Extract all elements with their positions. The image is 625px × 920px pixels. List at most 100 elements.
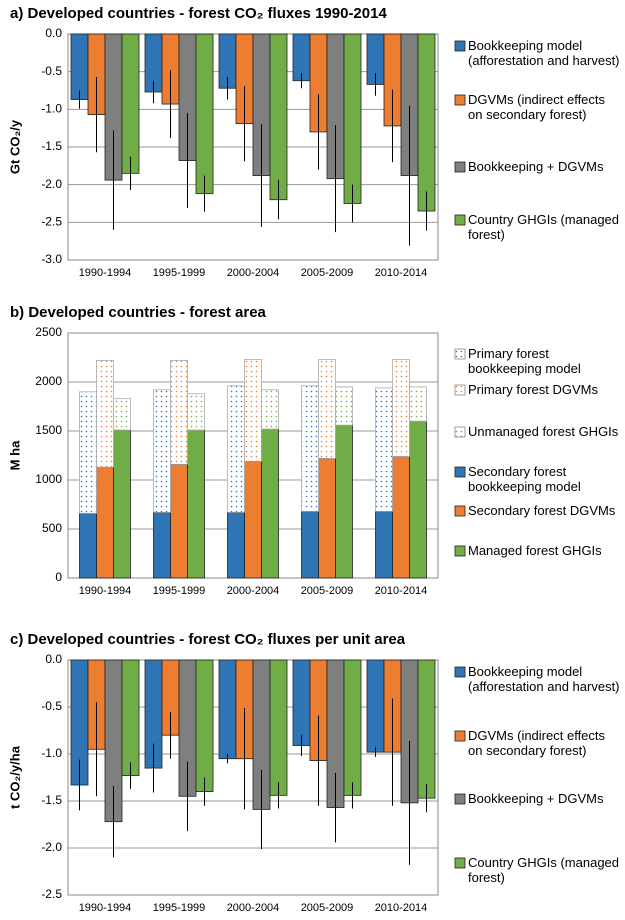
bar [318, 359, 336, 459]
chart-title: c) Developed countries - forest CO₂ flux… [10, 631, 406, 648]
x-tick-label: 1995-1999 [153, 267, 206, 279]
y-tick-label: 500 [42, 521, 62, 535]
bar [261, 428, 279, 579]
legend-label: Bookkeeping model (afforestation and har… [468, 664, 620, 694]
bar [335, 386, 353, 426]
bar [343, 659, 362, 796]
bar [187, 429, 205, 579]
legend-label: DGVMs (indirect effects on secondary for… [468, 728, 606, 758]
y-tick-label: -1.5 [41, 139, 62, 153]
x-tick-label: 1990-1994 [79, 585, 132, 597]
x-tick-label: 2000-2004 [227, 585, 280, 597]
bar [170, 463, 188, 579]
y-tick-label: 1500 [35, 423, 62, 437]
legend-entry: Secondary forest bookkeeping model [468, 464, 581, 494]
bar [227, 511, 245, 579]
legend-swatch [454, 214, 466, 226]
y-tick-label: -0.5 [41, 64, 62, 78]
bar [170, 360, 188, 465]
x-tick-label: 2005-2009 [301, 267, 354, 279]
bar [218, 659, 237, 760]
bar [269, 659, 288, 796]
bar [375, 510, 393, 579]
bar [417, 33, 436, 212]
bar [244, 460, 262, 579]
bar [375, 387, 393, 512]
x-tick-label: 2000-2004 [227, 902, 280, 914]
legend-swatch [454, 384, 466, 396]
y-tick-label: 2500 [35, 325, 62, 339]
legend-swatch [454, 466, 466, 478]
legend-label: Bookkeeping model (afforestation and har… [468, 38, 620, 68]
legend-swatch [454, 161, 466, 173]
x-tick-label: 1995-1999 [153, 902, 206, 914]
y-axis-label: t CO₂/y/ha [7, 745, 22, 809]
y-tick-label: 2000 [35, 374, 62, 388]
y-tick-label: -1.0 [41, 102, 62, 116]
bar [343, 33, 362, 204]
bar [301, 385, 319, 512]
bar [96, 466, 114, 579]
legend-swatch [454, 793, 466, 805]
legend-label: Primary forest bookkeeping model [468, 346, 581, 376]
legend-label: Primary forest DGVMs [468, 382, 599, 397]
bar [318, 458, 336, 579]
x-tick-label: 2000-2004 [227, 267, 280, 279]
y-tick-label: -0.5 [41, 699, 62, 713]
x-tick-label: 2010-2014 [375, 267, 428, 279]
bar [79, 391, 97, 514]
bar [244, 359, 262, 462]
legend-entry: Unmanaged forest GHGIs [468, 424, 618, 439]
legend-swatch [454, 426, 466, 438]
legend-swatch [454, 545, 466, 557]
legend-label: Country GHGIs (managed forest) [468, 212, 620, 242]
y-axis-label: M ha [7, 440, 22, 470]
legend-entry: Bookkeeping + DGVMs [468, 791, 603, 806]
legend-swatch [454, 505, 466, 517]
bar [195, 659, 214, 793]
y-tick-label: -2.0 [41, 177, 62, 191]
bar [366, 659, 385, 753]
bar [392, 456, 410, 579]
y-tick-label: -2.0 [41, 840, 62, 854]
bar [113, 398, 131, 431]
legend-entry: Primary forest bookkeeping model [468, 346, 581, 376]
x-tick-label: 1990-1994 [79, 267, 132, 279]
bar [409, 386, 427, 422]
legend-swatch [454, 40, 466, 52]
bar [113, 429, 131, 579]
legend-swatch [454, 666, 466, 678]
bar [70, 33, 89, 100]
legend-label: Bookkeeping + DGVMs [468, 159, 604, 174]
bar [187, 393, 205, 431]
legend-swatch [454, 857, 466, 869]
bar [96, 360, 114, 468]
bar [121, 659, 140, 777]
legend-label: Managed forest GHGIs [468, 543, 602, 558]
legend-entry: DGVMs (indirect effects on secondary for… [468, 92, 606, 122]
bar [195, 33, 214, 195]
x-tick-label: 2010-2014 [375, 902, 428, 914]
bar [409, 420, 427, 579]
legend-entry: Bookkeeping + DGVMs [468, 159, 604, 174]
x-tick-label: 1995-1999 [153, 585, 206, 597]
legend-label: Secondary forest DGVMs [468, 503, 616, 518]
y-axis-label: Gt CO₂/y [7, 119, 22, 174]
bar [121, 33, 140, 174]
legend-entry: Secondary forest DGVMs [468, 503, 616, 518]
bar [417, 659, 436, 799]
y-tick-label: 0 [55, 570, 62, 584]
bar [153, 511, 171, 579]
legend-label: Secondary forest bookkeeping model [468, 464, 581, 494]
bar [227, 385, 245, 513]
legend-swatch [454, 730, 466, 742]
legend-entry: Managed forest GHGIs [468, 543, 602, 558]
chart-title: b) Developed countries - forest area [10, 304, 267, 321]
y-tick-label: 1000 [35, 472, 62, 486]
legend-label: DGVMs (indirect effects on secondary for… [468, 92, 606, 122]
x-tick-label: 1990-1994 [79, 902, 132, 914]
legend-entry: Primary forest DGVMs [468, 382, 599, 397]
bar [335, 424, 353, 579]
legend-swatch [454, 94, 466, 106]
